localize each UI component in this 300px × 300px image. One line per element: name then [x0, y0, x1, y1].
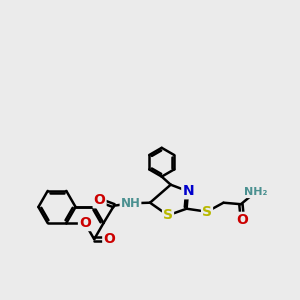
Text: O: O [236, 213, 248, 227]
Text: NH: NH [121, 197, 140, 210]
Text: S: S [202, 205, 212, 219]
Text: S: S [163, 208, 173, 222]
Text: O: O [103, 232, 115, 246]
Text: O: O [94, 193, 106, 207]
Text: NH₂: NH₂ [244, 187, 267, 197]
Text: N: N [182, 184, 194, 198]
Text: O: O [79, 216, 91, 230]
